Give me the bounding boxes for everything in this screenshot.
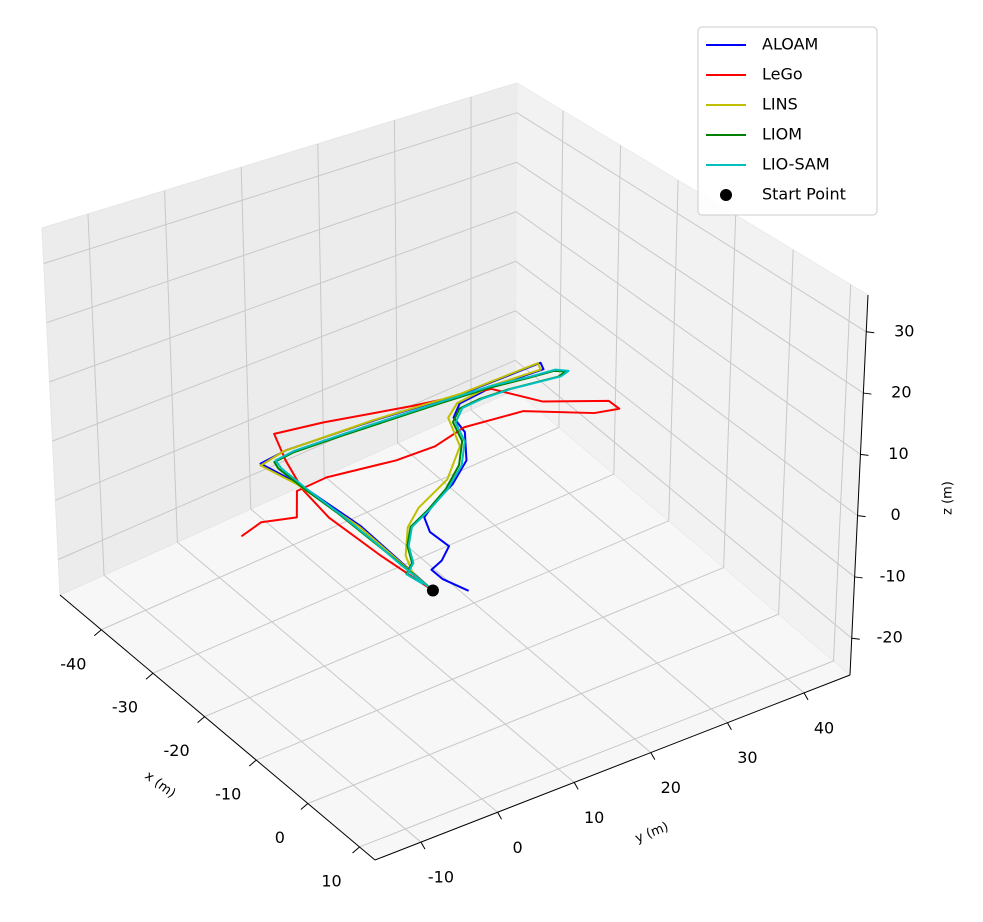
y-tick-label: -10 xyxy=(428,868,454,887)
grid-line xyxy=(516,112,867,333)
grid-line xyxy=(152,473,615,674)
z-tick-label: -10 xyxy=(880,566,906,585)
y-axis-label: y (m) xyxy=(633,820,671,847)
trajectory xyxy=(240,387,621,592)
z-tick-label: 10 xyxy=(888,444,908,463)
x-tick-label: -20 xyxy=(164,741,190,760)
tick-mark xyxy=(851,637,860,640)
grid-line xyxy=(52,260,517,442)
grid-line xyxy=(177,541,498,813)
axis-line xyxy=(849,294,869,676)
axis-line xyxy=(374,674,851,861)
legend-label: Start Point xyxy=(762,185,846,204)
grid-line xyxy=(515,310,855,578)
tick-mark xyxy=(497,812,503,820)
x-tick-label: -40 xyxy=(60,654,86,673)
grid-line xyxy=(359,660,834,848)
grid-line xyxy=(515,260,858,517)
z-tick-label: -20 xyxy=(877,628,903,647)
start-point xyxy=(426,584,439,597)
grid-line xyxy=(49,211,517,383)
x-tick-label: 10 xyxy=(321,871,341,890)
x-tick-label: -30 xyxy=(112,698,138,717)
legend-marker xyxy=(720,189,732,201)
legend-label: LIOM xyxy=(762,125,802,144)
grid-line xyxy=(87,213,105,576)
z-tick-label: 0 xyxy=(890,505,900,524)
panes xyxy=(41,82,869,861)
tick-mark xyxy=(145,672,154,680)
z-axis-label: z (m) xyxy=(941,481,956,515)
grid-line xyxy=(470,409,805,694)
grid-line xyxy=(101,426,560,631)
grid-line xyxy=(307,613,779,804)
tick-mark xyxy=(866,331,875,334)
tick-mark xyxy=(857,515,866,518)
grid-line xyxy=(323,475,652,753)
tick-mark xyxy=(803,692,809,701)
grid-line xyxy=(46,161,517,324)
tick-mark xyxy=(860,453,869,456)
tick-mark xyxy=(726,722,732,730)
grid-line xyxy=(833,284,852,662)
y-tick-label: 10 xyxy=(584,808,604,827)
tick-mark xyxy=(420,841,426,850)
grid-line xyxy=(723,215,737,568)
grid-line xyxy=(256,567,724,761)
grid-line xyxy=(613,145,622,475)
x-tick-label: 0 xyxy=(275,828,285,847)
grid-line xyxy=(55,310,516,501)
tick-mark xyxy=(93,629,102,637)
grid-line xyxy=(164,190,178,543)
tick-mark xyxy=(248,759,257,767)
grid-line xyxy=(516,161,864,394)
axis-line xyxy=(59,594,376,861)
grid-line xyxy=(397,442,728,724)
x-tick-label: -10 xyxy=(215,785,241,804)
grid-line xyxy=(240,167,252,510)
grid-line xyxy=(204,520,669,718)
tick-mark xyxy=(854,576,863,579)
grid-line xyxy=(317,143,325,476)
trajectory xyxy=(274,368,570,592)
grid-line xyxy=(393,120,399,443)
tick-mark xyxy=(197,716,205,724)
tick-mark xyxy=(352,846,360,854)
tick-mark xyxy=(863,392,872,395)
x-axis-label: x (m) xyxy=(142,769,179,802)
grid-line xyxy=(103,574,422,843)
tick-mark xyxy=(573,782,579,790)
y-tick-label: 30 xyxy=(737,748,757,767)
z-tick-label: 30 xyxy=(894,321,914,340)
z-tick-label: 20 xyxy=(891,383,911,402)
grid-line xyxy=(250,508,575,783)
grid-line xyxy=(43,112,517,264)
grid-line xyxy=(668,180,679,521)
tick-mark xyxy=(300,803,309,810)
y-tick-label: 0 xyxy=(512,838,522,857)
legend-label: LINS xyxy=(762,95,798,114)
legend-label: ALOAM xyxy=(762,35,818,54)
y-tick-label: 20 xyxy=(661,778,681,797)
tick-mark xyxy=(650,752,656,760)
grid-line xyxy=(515,211,861,455)
grid-line xyxy=(514,359,853,639)
y-tick-label: 40 xyxy=(814,718,834,737)
grid-line xyxy=(778,249,794,615)
grid-line xyxy=(58,359,516,560)
legend-label: LIO-SAM xyxy=(762,155,830,174)
legend-label: LeGo xyxy=(762,65,803,84)
